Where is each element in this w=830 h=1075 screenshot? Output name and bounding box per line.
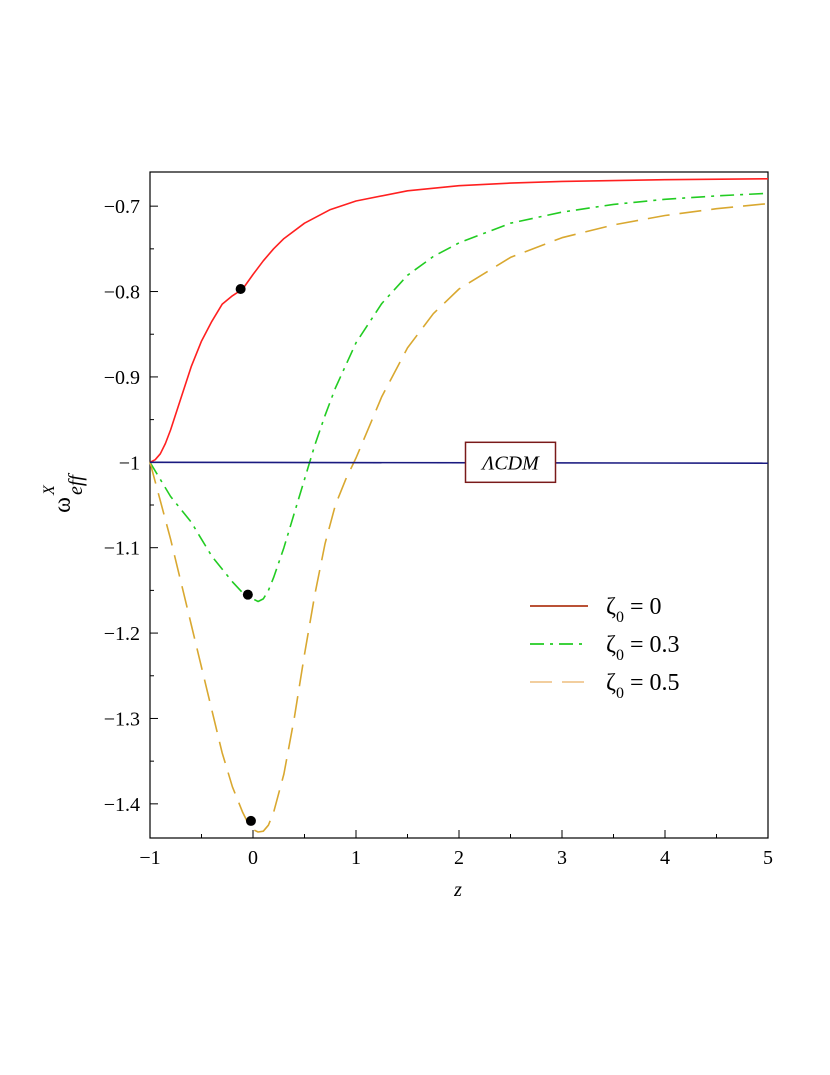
point-marker-0 <box>235 283 246 294</box>
y-axis-label-subscript: eff <box>65 473 87 495</box>
marker-layer <box>235 283 256 826</box>
svg-text:ω: ω <box>50 497 76 513</box>
annotation-frame <box>464 441 557 484</box>
series-line-2 <box>149 202 769 833</box>
series-line-1 <box>149 192 769 603</box>
series-line-0 <box>149 178 769 464</box>
annotation-label: ΛCDM <box>480 452 540 474</box>
y-tick-label: −0.9 <box>104 367 140 389</box>
x-tick-label: 2 <box>454 847 464 869</box>
legend: ζ0 = 0 ζ0 = 0.3 ζ0 = 0.5 <box>530 594 679 702</box>
x-tick-label: 1 <box>351 847 361 869</box>
series-layer <box>149 178 769 833</box>
annotation-box: ΛCDM <box>464 441 557 484</box>
x-tick-label: 0 <box>248 847 258 869</box>
x-tick-label: 3 <box>557 847 567 869</box>
plot-frame <box>149 171 769 839</box>
y-axis-label-superscript: X <box>41 484 58 496</box>
y-tick-label: −1.4 <box>104 794 140 816</box>
x-tick-label: 5 <box>763 847 773 869</box>
y-axis-ticks: −0.7 −0.8 −0.9 −1 −1.1 −1.2 −1.3 −1.4 <box>104 196 158 816</box>
x-tick-label: −1 <box>139 847 160 869</box>
point-marker-2 <box>245 815 256 826</box>
x-axis-label: z <box>453 879 462 901</box>
y-axis-label: ω X eff <box>41 473 87 513</box>
point-marker-1 <box>242 589 253 600</box>
series-line-3 <box>149 461 769 464</box>
x-tick-label: 4 <box>660 847 670 869</box>
x-axis-ticks: −1 0 1 2 3 4 5 <box>139 830 773 869</box>
y-tick-label: −1.3 <box>104 708 140 730</box>
legend-label-1: ζ0 = 0.3 <box>606 632 679 664</box>
y-tick-label: −1.1 <box>104 538 140 560</box>
legend-label-0: ζ0 = 0 <box>606 594 661 626</box>
y-tick-label: −1.2 <box>104 623 140 645</box>
y-tick-label: −0.8 <box>104 282 140 304</box>
y-axis-label-base: ω <box>50 497 76 513</box>
legend-label-2: ζ0 = 0.5 <box>606 670 679 702</box>
y-tick-label: −0.7 <box>104 196 140 218</box>
y-tick-label: −1 <box>119 452 140 474</box>
